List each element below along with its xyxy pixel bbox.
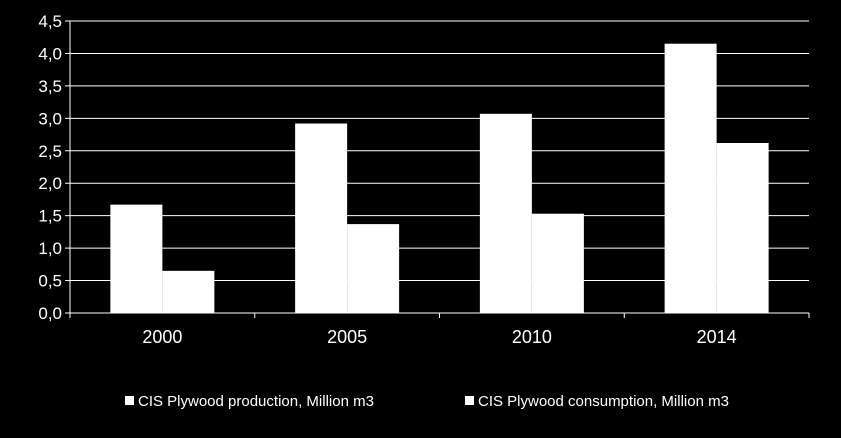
y-tick-label: 1,0	[38, 239, 62, 258]
y-tick-label: 0,5	[38, 272, 62, 291]
y-tick-label: 3,0	[38, 109, 62, 128]
y-tick-label: 2,0	[38, 174, 62, 193]
x-tick-label: 2014	[697, 327, 737, 347]
legend: CIS Plywood production, Million m3 CIS Pl…	[125, 393, 729, 410]
bar-production-2010	[479, 113, 532, 314]
gridlines	[70, 20, 809, 282]
bars	[110, 43, 769, 314]
y-tick-label: 1,5	[38, 207, 62, 226]
bar-consumption-2010	[531, 213, 584, 313]
bar-production-2000	[110, 204, 163, 313]
y-tick-label: 4,0	[38, 44, 62, 63]
x-tick-label: 2005	[327, 327, 367, 347]
legend-swatch-consumption	[465, 396, 474, 405]
axes: 0,0 0,5 1,0 1,5 2,0 2,5 3,0 3,5 4,0 4,5 2000 2005 20…	[38, 12, 810, 347]
legend-label-consumption: CIS Plywood consumption, Million m3	[478, 393, 729, 410]
y-tick-label: 4,5	[38, 12, 62, 31]
y-tick-label: 3,5	[38, 77, 62, 96]
legend-label-production: CIS Plywood production, Million m3	[138, 393, 374, 410]
bar-consumption-2000	[162, 270, 215, 313]
bar-consumption-2005	[347, 224, 400, 313]
bar-consumption-2014	[716, 142, 769, 313]
bar-production-2014	[664, 43, 717, 313]
y-tick-label: 0,0	[38, 304, 62, 323]
x-tick-label: 2010	[512, 327, 552, 347]
legend-swatch-production	[125, 396, 134, 405]
x-tick-label: 2000	[142, 327, 182, 347]
y-tick-label: 2,5	[38, 142, 62, 161]
bar-production-2005	[295, 123, 348, 313]
